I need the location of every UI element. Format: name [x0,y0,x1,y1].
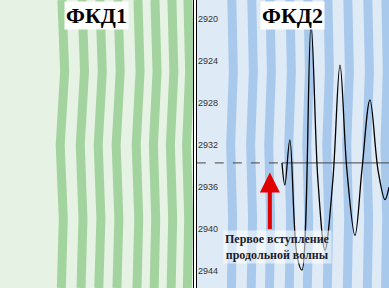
svg-text:Первое вступлениепродольной во: Первое вступлениепродольной волны [225,232,330,262]
svg-text:2928: 2928 [198,98,218,108]
svg-text:2920: 2920 [198,14,218,24]
svg-text:2944: 2944 [198,266,218,276]
svg-text:2936: 2936 [198,182,218,192]
svg-text:2924: 2924 [198,56,218,66]
svg-text:ФКД1: ФКД1 [66,3,127,28]
svg-text:2940: 2940 [198,224,218,234]
svg-text:ФКД2: ФКД2 [262,3,323,28]
svg-text:2932: 2932 [198,140,218,150]
